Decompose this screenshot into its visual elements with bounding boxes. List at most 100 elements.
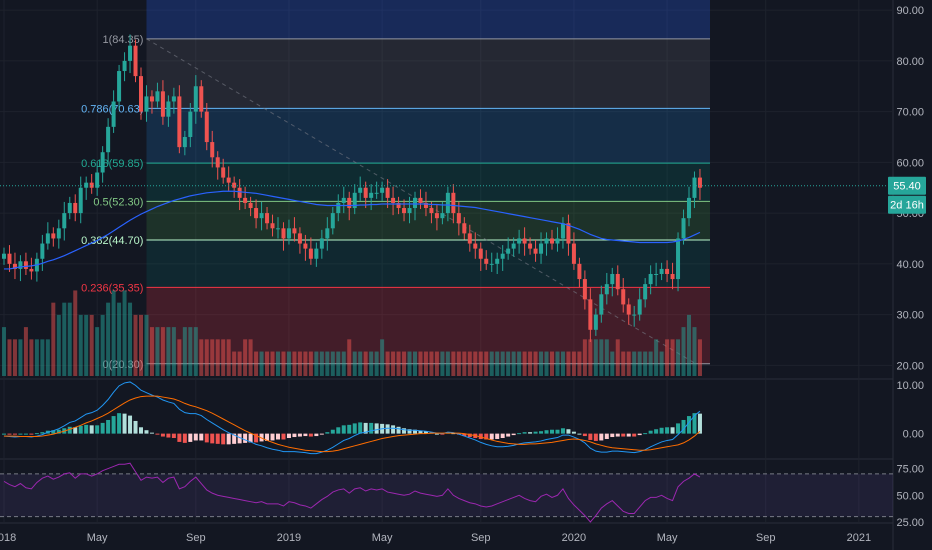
macd-histogram-bar <box>358 422 363 434</box>
candle-body <box>380 187 385 193</box>
volume-bar <box>434 351 439 376</box>
candle-body <box>566 223 571 244</box>
candle-body <box>434 213 439 219</box>
macd-histogram-bar <box>396 426 401 434</box>
macd-histogram-bar <box>555 429 560 434</box>
candle-body <box>67 202 72 214</box>
macd-histogram-bar <box>407 429 412 434</box>
volume-bar <box>51 302 56 376</box>
candle-body <box>18 261 23 269</box>
volume-bar <box>193 327 198 376</box>
macd-histogram-bar <box>160 433 165 437</box>
macd-histogram-bar <box>2 433 6 435</box>
candle-body <box>484 258 489 264</box>
candle-body <box>637 299 642 315</box>
volume-bar <box>67 302 72 376</box>
volume-bar <box>637 351 642 376</box>
volume-bar <box>18 339 23 376</box>
candle-body <box>577 263 582 280</box>
macd-histogram-bar <box>237 433 242 444</box>
time-tick-label: Sep <box>186 532 206 544</box>
volume-bar <box>692 327 697 376</box>
macd-histogram-bar <box>582 433 587 437</box>
volume-bar <box>681 327 686 376</box>
candle-body <box>7 253 12 264</box>
volume-bar <box>210 339 215 376</box>
macd-histogram-bar <box>670 427 675 434</box>
candle-body <box>286 228 291 239</box>
macd-tick-label: 10.00 <box>896 380 924 392</box>
macd-histogram-bar <box>226 433 231 445</box>
macd-histogram-bar <box>434 433 439 435</box>
macd-histogram-bar <box>681 419 686 434</box>
macd-histogram-bar <box>506 433 511 437</box>
volume-bar <box>297 351 302 376</box>
volume-bar <box>621 351 626 376</box>
time-tick-label: May <box>372 532 393 544</box>
candle-body <box>418 197 423 203</box>
candle-body <box>149 96 154 102</box>
macd-histogram-bar <box>56 429 61 434</box>
candle-body <box>517 238 522 244</box>
candle-body <box>95 172 100 188</box>
volume-bar <box>248 339 253 376</box>
macd-histogram-bar <box>89 425 94 434</box>
volume-bar <box>286 351 291 376</box>
candle-body <box>511 243 516 249</box>
volume-bar <box>687 314 691 376</box>
candle-body <box>155 91 160 102</box>
candle-body <box>188 111 193 137</box>
macd-histogram-bar <box>632 433 637 437</box>
macd-histogram-bar <box>7 433 12 435</box>
volume-bar <box>610 351 615 376</box>
macd-histogram-bar <box>314 433 319 437</box>
macd-histogram-bar <box>517 433 522 435</box>
candle-body <box>56 228 61 239</box>
candle-body <box>489 263 494 265</box>
macd-histogram-bar <box>308 433 313 437</box>
volume-bar <box>539 351 544 376</box>
volume-bar <box>204 339 209 376</box>
volume-bar <box>270 351 275 376</box>
macd-histogram-bar <box>500 433 505 439</box>
macd-histogram-bar <box>385 424 390 434</box>
candle-body <box>303 243 308 249</box>
candle-body <box>193 86 198 112</box>
volume-bar <box>544 351 549 376</box>
macd-histogram-bar <box>522 432 527 434</box>
macd-histogram-bar <box>23 433 28 435</box>
volume-bar <box>676 339 681 376</box>
volume-bar <box>478 351 483 376</box>
candle-body <box>604 284 609 295</box>
rsi-tick-label: 25.00 <box>896 517 924 529</box>
macd-histogram-bar <box>687 416 691 434</box>
rsi-line <box>3 462 701 523</box>
volume-bar <box>325 351 330 376</box>
candle-body <box>84 182 89 188</box>
volume-bar <box>182 327 187 376</box>
volume-bar <box>615 339 620 376</box>
volume-bar <box>111 290 116 376</box>
volume-bar <box>2 327 6 376</box>
price-tick-label: 40.00 <box>896 259 924 271</box>
last-price-label: 55.40 <box>893 181 921 193</box>
candle-body <box>681 218 686 239</box>
macd-histogram-bar <box>122 413 127 434</box>
candle-body <box>265 213 270 224</box>
macd-histogram-bar <box>139 427 143 434</box>
candle-body <box>111 101 116 127</box>
volume-bar <box>314 351 319 376</box>
macd-histogram-bar <box>149 432 154 434</box>
fib-zone <box>146 201 711 240</box>
candle-body <box>407 208 412 214</box>
volume-bar <box>128 302 133 376</box>
candle-body <box>352 192 357 209</box>
candle-body <box>571 243 576 264</box>
candle-body <box>550 238 554 244</box>
macd-histogram-bar <box>369 422 374 434</box>
candle-body <box>643 284 648 300</box>
fib-trend-line <box>146 38 697 365</box>
volume-bar <box>363 351 368 376</box>
rsi-tick-label: 50.00 <box>896 490 924 502</box>
macd-line <box>3 381 701 455</box>
